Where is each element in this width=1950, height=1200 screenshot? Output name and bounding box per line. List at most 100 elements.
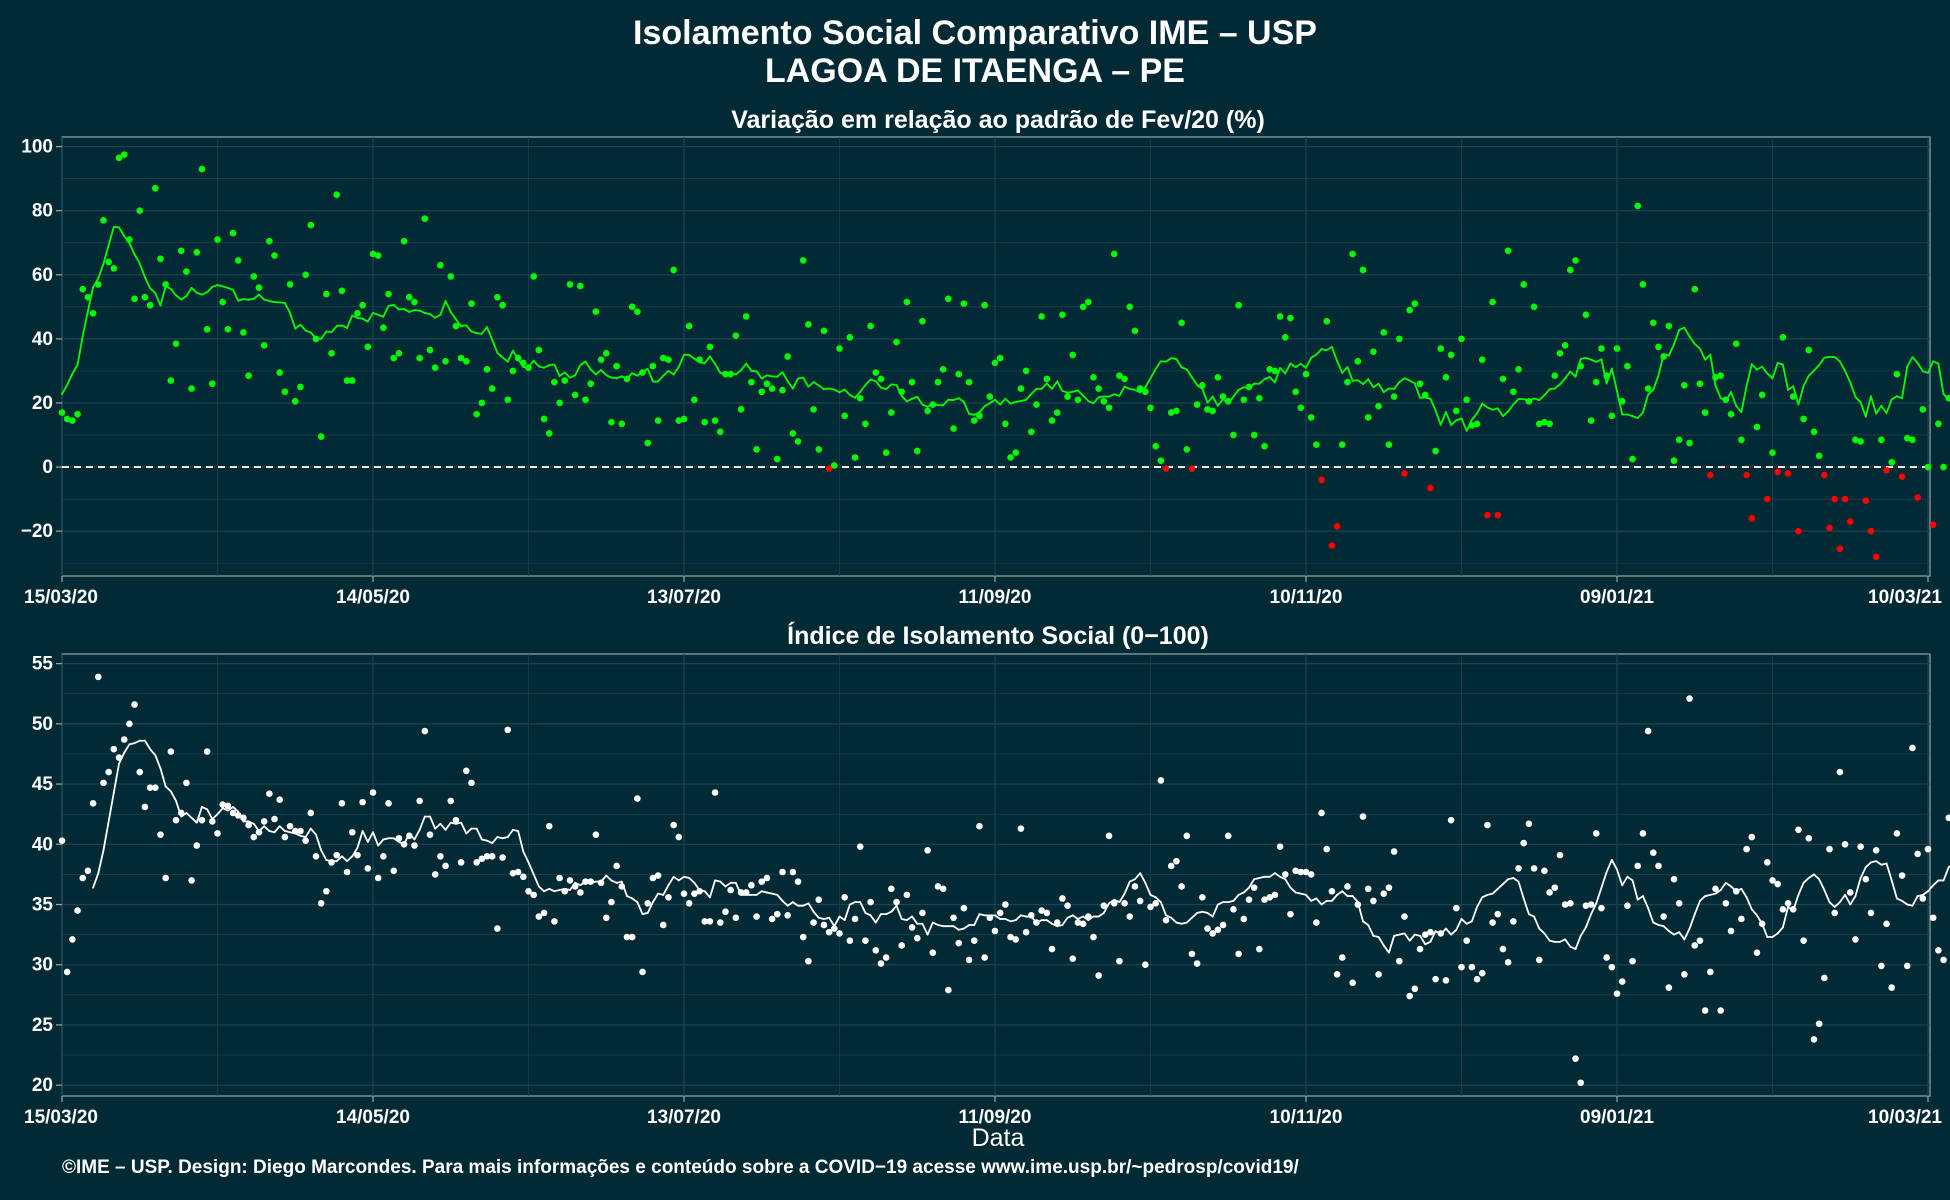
mean-line-segment: [501, 356, 509, 363]
data-point: [1370, 897, 1377, 905]
mean-line-segment: [802, 902, 810, 907]
data-point: [1624, 362, 1631, 370]
data-point: [1105, 404, 1113, 412]
mean-line-segment: [688, 877, 696, 884]
data-point: [146, 301, 154, 309]
mean-line-segment: [755, 890, 763, 896]
mean-line-segment: [1320, 899, 1328, 906]
mean-line-segment: [1942, 393, 1950, 401]
mean-line-segment: [1787, 906, 1795, 912]
data-point: [1489, 919, 1496, 926]
data-point: [1484, 821, 1491, 829]
data-point: [1167, 409, 1175, 416]
data-point: [1598, 904, 1605, 912]
data-point: [1732, 340, 1740, 347]
data-point: [494, 293, 501, 301]
mean-line-segment: [1087, 400, 1095, 405]
data-point: [1053, 409, 1061, 416]
data-point: [157, 255, 164, 263]
data-point: [1178, 319, 1185, 327]
mean-line-segment: [1128, 878, 1136, 883]
mean-line-segment: [802, 376, 810, 388]
data-point: [431, 364, 439, 372]
mean-line-segment: [553, 363, 561, 377]
mean-line-segment: [1159, 901, 1167, 917]
mean-line-segment: [931, 921, 939, 926]
data-point: [535, 346, 543, 354]
x-tick-label: 10/03/21: [1868, 587, 1942, 608]
data-point: [131, 701, 138, 708]
mean-line-segment: [605, 874, 613, 882]
data-point: [1427, 484, 1434, 492]
mean-line-segment: [1688, 913, 1696, 930]
data-point: [1307, 871, 1315, 878]
data-point: [768, 385, 776, 392]
data-point: [898, 942, 905, 949]
data-point: [1204, 406, 1211, 413]
mean-line-segment: [309, 331, 317, 340]
data-point: [551, 378, 558, 386]
mean-line-segment: [1496, 407, 1504, 418]
mean-line-segment: [532, 873, 540, 888]
mean-line-segment: [978, 405, 986, 414]
data-point: [1655, 862, 1662, 870]
y-tick-label: 45: [32, 774, 54, 795]
data-point: [146, 784, 154, 791]
data-point: [421, 215, 429, 223]
mean-line-segment: [1279, 875, 1287, 881]
data-point: [1468, 963, 1476, 971]
mean-line-segment: [833, 915, 841, 928]
data-point: [1416, 380, 1424, 388]
data-point: [1769, 449, 1776, 456]
panel-variation: Variação em relação ao padrão de Fev/20 …: [21, 106, 1950, 608]
data-point: [976, 412, 983, 420]
data-point: [545, 430, 553, 437]
data-point: [1691, 942, 1699, 949]
mean-line-segment: [211, 284, 219, 288]
data-point: [1121, 375, 1128, 383]
mean-line-segment: [890, 904, 898, 913]
mean-line-segment: [1165, 914, 1173, 919]
mean-line-segment: [273, 825, 281, 834]
mean-line-segment: [1688, 335, 1696, 345]
data-point: [882, 954, 890, 961]
mean-line-segment: [1051, 380, 1059, 390]
mean-line-segment: [1932, 360, 1940, 365]
mean-line-segment: [138, 262, 146, 278]
data-point: [468, 779, 475, 787]
data-point: [1069, 351, 1077, 359]
mean-line-segment: [1714, 889, 1722, 895]
mean-line-segment: [963, 924, 970, 930]
mean-line-segment: [885, 910, 893, 916]
mean-line-segment: [1315, 348, 1323, 356]
mean-line-segment: [175, 800, 183, 818]
mean-line-segment: [1662, 925, 1670, 932]
mean-line-segment: [1600, 358, 1608, 385]
chart-title-line2: LAGOA DE ITAENGA – PE: [764, 52, 1185, 90]
data-point: [514, 868, 522, 876]
data-point: [1401, 470, 1408, 477]
data-point: [1302, 370, 1310, 378]
mean-line-segment: [833, 388, 841, 394]
data-point: [659, 354, 667, 362]
mean-line-segment: [1590, 902, 1598, 916]
mean-line-segment: [1279, 367, 1287, 375]
mean-line-segment: [1097, 912, 1105, 918]
mean-line-segment: [1911, 895, 1919, 907]
data-point: [1333, 971, 1341, 978]
data-point: [670, 266, 677, 274]
data-point: [1707, 471, 1714, 479]
mean-line-segment: [1610, 367, 1618, 393]
data-point: [1800, 415, 1807, 423]
data-point: [763, 874, 771, 882]
mean-line-segment: [1761, 922, 1769, 938]
data-point: [1338, 441, 1346, 448]
data-point: [1520, 839, 1527, 847]
mean-line-segment: [1040, 382, 1048, 390]
mean-line-segment: [1730, 885, 1738, 893]
data-point: [172, 816, 180, 824]
mean-line-segment: [1616, 390, 1624, 416]
mean-line-segment: [885, 383, 893, 391]
mean-line-segment: [164, 285, 172, 290]
mean-line-segment: [403, 308, 411, 313]
